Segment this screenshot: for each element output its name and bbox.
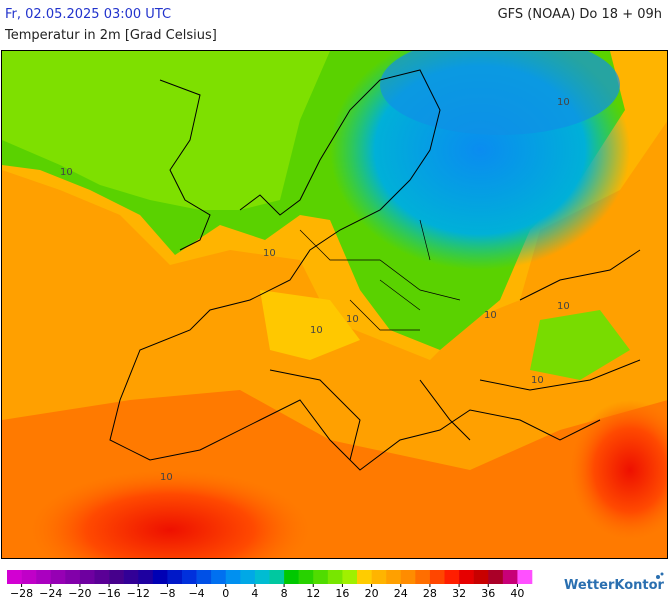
color-step bbox=[517, 570, 533, 584]
legend-tick-label: 36 bbox=[481, 587, 495, 600]
contour-label: 10 bbox=[557, 301, 570, 312]
color-step bbox=[21, 570, 37, 584]
color-step bbox=[298, 570, 314, 584]
color-step bbox=[357, 570, 372, 584]
legend-tick-label: 12 bbox=[306, 587, 320, 600]
color-step bbox=[109, 570, 124, 584]
alpine-zone bbox=[260, 290, 360, 360]
contour-label: 10 bbox=[484, 310, 497, 321]
color-step bbox=[152, 570, 168, 584]
color-step bbox=[211, 570, 227, 584]
hot-zone-east bbox=[570, 400, 667, 540]
color-step bbox=[79, 570, 95, 584]
legend-tick-label: 8 bbox=[281, 587, 288, 600]
hot-zone-west bbox=[30, 470, 310, 558]
map bbox=[2, 51, 667, 558]
color-step bbox=[473, 570, 489, 584]
model-run: GFS (NOAA) Do 18 + 09h bbox=[498, 7, 662, 22]
color-step bbox=[386, 570, 402, 584]
contour-labels: 10 10 10 10 10 10 10 10 10 bbox=[60, 97, 570, 483]
contour-label: 10 bbox=[60, 167, 73, 178]
color-step bbox=[225, 570, 241, 584]
legend-tick-label: −20 bbox=[68, 587, 91, 600]
color-step bbox=[459, 570, 474, 584]
color-step bbox=[327, 570, 343, 584]
anatolia-cool bbox=[530, 310, 630, 380]
color-step bbox=[196, 570, 212, 584]
brand-dot bbox=[660, 572, 664, 576]
color-step bbox=[94, 570, 110, 584]
color-step bbox=[444, 570, 460, 584]
legend-tick-label: 40 bbox=[510, 587, 524, 600]
color-step bbox=[429, 570, 445, 584]
color-step bbox=[415, 570, 431, 584]
legend-tick-label: −12 bbox=[127, 587, 150, 600]
legend-tick-label: −16 bbox=[97, 587, 120, 600]
color-step bbox=[50, 570, 66, 584]
contour-label: 10 bbox=[346, 314, 359, 325]
brand-name: WetterKontor bbox=[564, 578, 665, 593]
color-step bbox=[182, 570, 197, 584]
coastlines bbox=[109, 69, 641, 471]
legend-tick-label: −8 bbox=[159, 587, 175, 600]
legend-tick-label: 28 bbox=[423, 587, 437, 600]
contour-label: 10 bbox=[557, 97, 570, 108]
map-title: Temperatur in 2m [Grad Celsius] bbox=[4, 28, 217, 43]
color-step bbox=[123, 570, 139, 584]
contour-label: 10 bbox=[310, 325, 323, 336]
contour-label: 10 bbox=[263, 248, 276, 259]
color-step bbox=[167, 570, 183, 584]
color-step bbox=[502, 570, 518, 584]
map-frame bbox=[1, 50, 668, 559]
brand: WetterKontor bbox=[564, 572, 665, 593]
color-step bbox=[400, 570, 416, 584]
color-step bbox=[371, 570, 387, 584]
legend-tick-label: 0 bbox=[222, 587, 229, 600]
color-step bbox=[254, 570, 270, 584]
color-step bbox=[7, 570, 22, 584]
color-step bbox=[488, 570, 504, 584]
legend-tick-label: 20 bbox=[365, 587, 379, 600]
datetime: Fr, 02.05.2025 03:00 UTC bbox=[5, 7, 171, 22]
borders bbox=[299, 219, 461, 331]
color-step bbox=[313, 570, 329, 584]
color-step bbox=[36, 570, 52, 584]
brand-dot bbox=[656, 575, 660, 579]
legend-tick-label: 32 bbox=[452, 587, 466, 600]
legend-tick-label: −28 bbox=[10, 587, 33, 600]
color-step bbox=[342, 570, 358, 584]
color-step bbox=[65, 570, 81, 584]
cold-core bbox=[380, 51, 620, 135]
atlantic-zone bbox=[2, 51, 330, 210]
legend-tick-label: −4 bbox=[188, 587, 204, 600]
legend-tick-label: −24 bbox=[39, 587, 62, 600]
contour-label: 10 bbox=[160, 472, 173, 483]
color-step bbox=[284, 570, 299, 584]
legend-tick-label: 4 bbox=[251, 587, 258, 600]
legend-tick-label: 24 bbox=[394, 587, 408, 600]
color-step bbox=[240, 570, 256, 584]
legend-tick-label: 16 bbox=[335, 587, 349, 600]
contour-label: 10 bbox=[531, 375, 544, 386]
color-step bbox=[138, 570, 154, 584]
color-legend: −28 −24 −20 −16 −12 −8 −4 0 4 8 12 16 20 24 28 32 36 40 bbox=[7, 570, 533, 600]
color-step bbox=[269, 570, 285, 584]
